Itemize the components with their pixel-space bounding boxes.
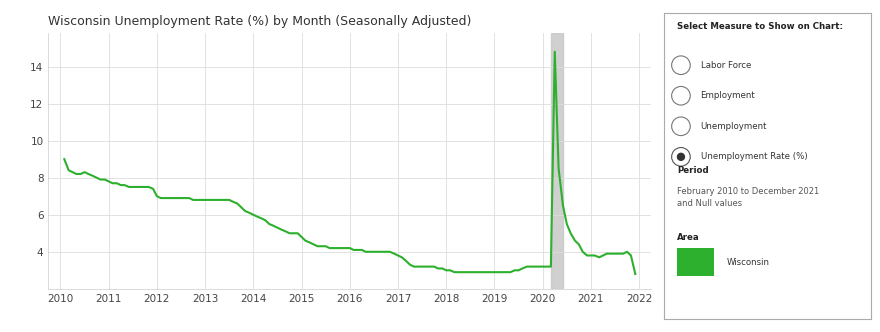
Text: Select Measure to Show on Chart:: Select Measure to Show on Chart: — [677, 23, 843, 32]
Text: Unemployment: Unemployment — [700, 122, 767, 131]
FancyBboxPatch shape — [677, 248, 714, 276]
Text: Period: Period — [677, 166, 708, 175]
Ellipse shape — [671, 147, 690, 166]
Text: Wisconsin: Wisconsin — [727, 258, 769, 267]
Text: Labor Force: Labor Force — [700, 61, 751, 70]
Bar — [551, 33, 563, 289]
Ellipse shape — [671, 117, 690, 135]
Ellipse shape — [671, 86, 690, 105]
Text: Unemployment Rate (%): Unemployment Rate (%) — [700, 152, 807, 161]
Text: February 2010 to December 2021
and Null values: February 2010 to December 2021 and Null … — [677, 187, 819, 208]
Ellipse shape — [671, 56, 690, 74]
Ellipse shape — [677, 153, 686, 161]
Text: Employment: Employment — [700, 91, 755, 100]
Text: Wisconsin Unemployment Rate (%) by Month (Seasonally Adjusted): Wisconsin Unemployment Rate (%) by Month… — [48, 15, 472, 28]
Text: Area: Area — [677, 233, 700, 242]
